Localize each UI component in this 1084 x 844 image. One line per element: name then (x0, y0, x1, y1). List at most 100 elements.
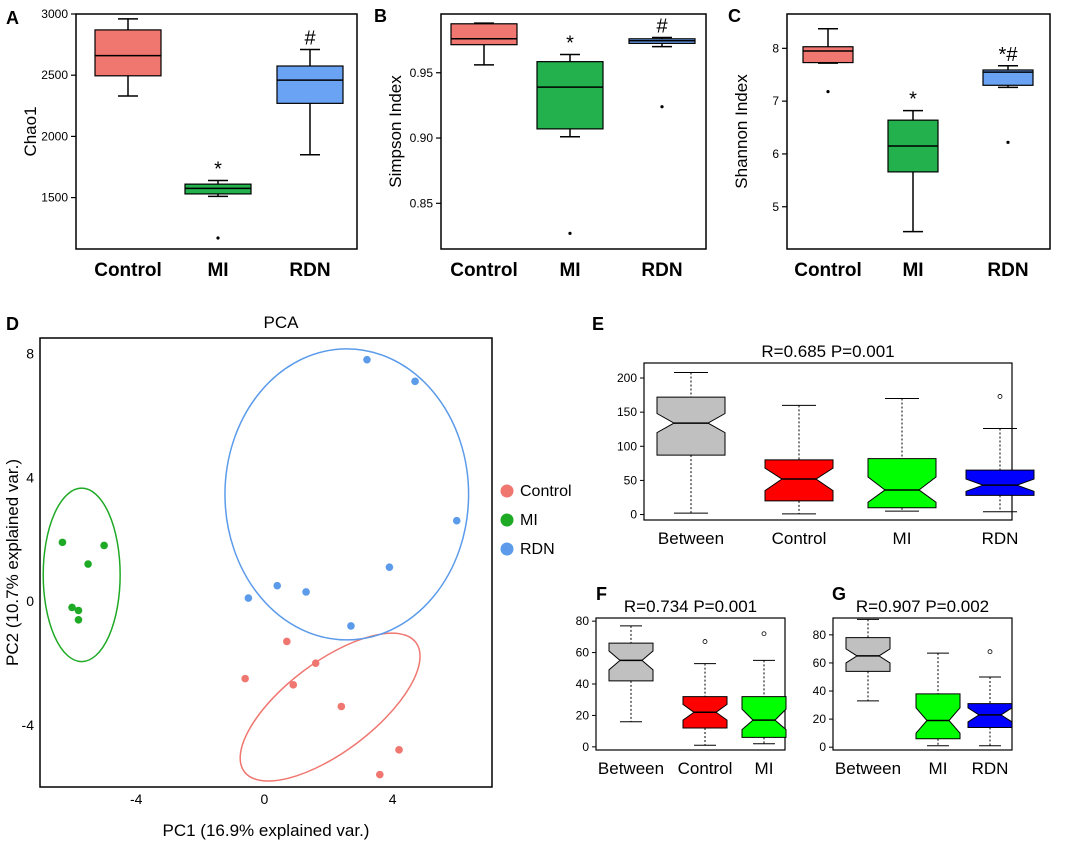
chart-title: R=0.685 P=0.001 (761, 342, 894, 361)
notched-iqr-box (867, 458, 937, 509)
y-tick-label: 4 (26, 469, 34, 485)
chart-e-anosim-all: R=0.685 P=0.001 0 50 100 150 200 Between Contro… (617, 342, 1035, 548)
legend-label: MI (520, 512, 538, 529)
box-control (802, 28, 854, 94)
data-point (363, 355, 371, 364)
data-point (395, 746, 403, 754)
y-tick-label: 40 (576, 677, 590, 691)
confidence-ellipse (239, 632, 421, 782)
x-category-label: RDN (982, 529, 1019, 548)
iqr-box (94, 29, 162, 77)
x-category-label: Control (94, 260, 162, 281)
panel-letter-f: F (596, 584, 607, 604)
y-axis-label: Chao1 (21, 106, 40, 156)
plot-frame (39, 337, 493, 788)
iqr-box (276, 65, 344, 104)
y-axis-label: PC2 (10.7% explained var.) (3, 459, 22, 666)
y-tick-label: 0 (582, 740, 589, 754)
x-category-label: Control (772, 529, 827, 548)
confidence-ellipse (224, 348, 470, 641)
box-control (94, 18, 162, 97)
x-category-label: MI (207, 260, 228, 281)
y-tick-label: 50 (624, 473, 638, 487)
chart-g-anosim-mi-rdn: R=0.907 P=0.002 0 20 40 60 80 Between MI RDN (813, 597, 1013, 778)
y-tick-label: 200 (617, 371, 637, 385)
panel-letter-e: E (592, 314, 604, 334)
y-tick-label: 60 (576, 646, 590, 660)
panel-letter-a: A (6, 8, 19, 28)
outlier-point (216, 236, 220, 240)
x-category-label: Between (835, 759, 901, 778)
x-category-label: RDN (289, 260, 330, 281)
outlier-point (761, 631, 767, 637)
data-point (241, 674, 249, 683)
notched-box-mi (741, 631, 787, 745)
y-axis-label: Simpson Index (386, 75, 405, 188)
chart-title: R=0.907 P=0.002 (856, 597, 989, 616)
chart-d-pca: PCA -4 0 4 -4 0 4 8 PC1 (16.9% explained var.) PC… (3, 313, 572, 840)
x-category-label: Between (598, 759, 664, 778)
data-point (84, 560, 92, 568)
y-axis-label: Shannon Index (732, 74, 751, 189)
x-tick-label: 4 (389, 791, 397, 807)
x-tick-label: -4 (130, 791, 143, 807)
y-tick-label: 80 (813, 628, 827, 642)
data-point (68, 603, 76, 612)
iqr-box (536, 61, 604, 130)
chart-a-chao1: 1500 2000 2500 3000 Chao1 Control MI RDN * # (21, 7, 358, 281)
y-tick-label: -4 (22, 717, 35, 733)
notched-box-mi (915, 652, 961, 747)
data-point (289, 681, 298, 689)
plot-frame (643, 362, 1013, 521)
panel-letter-d: D (6, 314, 19, 334)
y-tick-label: 0 (26, 593, 34, 609)
iqr-box (982, 69, 1034, 86)
box-control (450, 22, 518, 66)
y-tick-label: 60 (813, 656, 827, 670)
data-point (347, 622, 355, 630)
outlier-point (997, 394, 1003, 399)
x-category-label: Control (794, 260, 862, 281)
y-tick-label: 100 (617, 439, 637, 453)
notched-iqr-box (845, 637, 891, 672)
y-tick-label: 20 (813, 712, 827, 726)
y-tick-label: 0.85 (410, 196, 434, 210)
data-point (337, 702, 346, 711)
data-point (376, 770, 384, 779)
notched-iqr-box (965, 469, 1035, 496)
data-point (74, 615, 83, 624)
data-point (311, 659, 320, 667)
chart-title: R=0.734 P=0.001 (624, 597, 757, 616)
iqr-box (450, 23, 518, 46)
x-category-label: MI (902, 260, 923, 281)
x-category-label: MI (929, 759, 948, 778)
data-point (273, 581, 282, 590)
chart-b-simpson: 0.85 0.90 0.95 Simpson Index Control MI RDN * # (386, 13, 707, 281)
notched-box-between (845, 618, 891, 702)
chart-f-anosim-control-mi: R=0.734 P=0.001 0 20 40 60 80 Between Control MI (576, 597, 787, 778)
y-tick-label: 8 (772, 41, 779, 55)
y-tick-label: 0.95 (410, 66, 434, 80)
notched-box-control (764, 404, 834, 515)
y-tick-label: 6 (772, 147, 779, 161)
x-category-label: MI (893, 529, 912, 548)
y-tick-label: 0 (630, 508, 637, 522)
significance-marker: * (909, 89, 917, 111)
outlier-point (660, 105, 664, 109)
significance-marker: # (304, 27, 316, 49)
data-point (452, 516, 461, 525)
y-tick-label: 7 (772, 94, 779, 108)
confidence-ellipse (42, 487, 121, 663)
x-category-label: Between (658, 529, 724, 548)
box-mi: * (184, 158, 252, 240)
series-rdn (224, 348, 470, 641)
y-tick-label: 40 (813, 684, 827, 698)
data-point (244, 594, 253, 602)
x-category-label: RDN (972, 759, 1009, 778)
iqr-box (802, 46, 854, 64)
significance-marker: * (214, 158, 222, 180)
x-category-label: Control (678, 759, 733, 778)
notched-box-rdn (965, 394, 1035, 513)
y-tick-label: 0.90 (410, 131, 434, 145)
outlier-point (1006, 140, 1010, 144)
